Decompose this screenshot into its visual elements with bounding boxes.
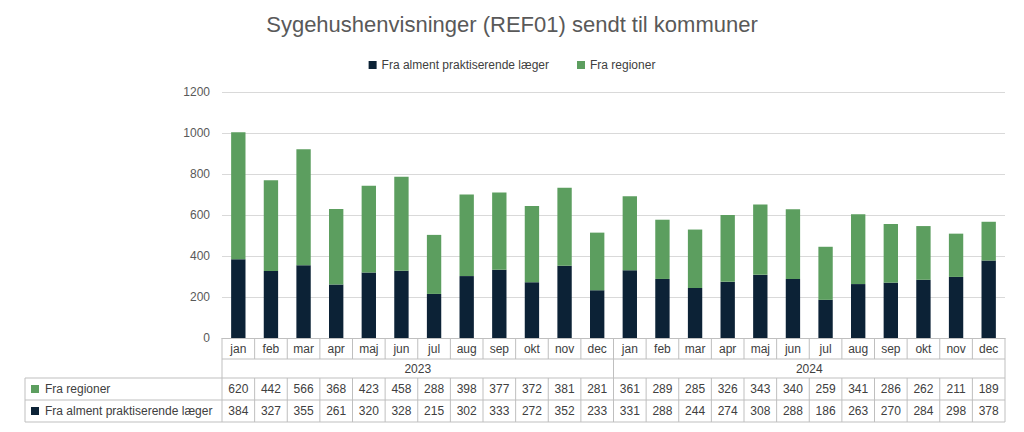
svg-text:jan: jan — [621, 342, 638, 356]
svg-text:368: 368 — [326, 382, 346, 396]
svg-text:274: 274 — [718, 404, 738, 418]
svg-text:maj: maj — [751, 342, 770, 356]
svg-text:200: 200 — [190, 290, 210, 304]
svg-text:288: 288 — [783, 404, 803, 418]
svg-text:dec: dec — [979, 342, 998, 356]
svg-text:261: 261 — [326, 404, 346, 418]
svg-text:jun: jun — [784, 342, 801, 356]
svg-text:341: 341 — [848, 382, 868, 396]
svg-text:aug: aug — [457, 342, 477, 356]
svg-text:feb: feb — [654, 342, 671, 356]
svg-text:284: 284 — [913, 404, 933, 418]
svg-text:Fra alment praktiserende læger: Fra alment praktiserende læger — [382, 58, 549, 72]
svg-text:sep: sep — [490, 342, 510, 356]
svg-text:326: 326 — [718, 382, 738, 396]
svg-text:377: 377 — [489, 382, 509, 396]
svg-text:361: 361 — [620, 382, 640, 396]
svg-text:398: 398 — [457, 382, 477, 396]
svg-text:Fra regioner: Fra regioner — [590, 58, 655, 72]
svg-text:apr: apr — [328, 342, 345, 356]
svg-text:270: 270 — [881, 404, 901, 418]
svg-text:289: 289 — [652, 382, 672, 396]
svg-text:298: 298 — [946, 404, 966, 418]
svg-text:281: 281 — [587, 382, 607, 396]
svg-text:dec: dec — [588, 342, 607, 356]
svg-text:259: 259 — [816, 382, 836, 396]
svg-text:381: 381 — [555, 382, 575, 396]
svg-text:okt: okt — [915, 342, 932, 356]
svg-text:286: 286 — [881, 382, 901, 396]
svg-text:aug: aug — [848, 342, 868, 356]
svg-text:331: 331 — [620, 404, 640, 418]
svg-text:328: 328 — [391, 404, 411, 418]
svg-text:263: 263 — [848, 404, 868, 418]
svg-text:800: 800 — [190, 167, 210, 181]
svg-text:600: 600 — [190, 208, 210, 222]
svg-text:nov: nov — [946, 342, 965, 356]
svg-text:186: 186 — [816, 404, 836, 418]
svg-text:nov: nov — [555, 342, 574, 356]
svg-text:288: 288 — [424, 382, 444, 396]
svg-text:maj: maj — [359, 342, 378, 356]
svg-text:Fra regioner: Fra regioner — [45, 382, 110, 396]
svg-text:340: 340 — [783, 382, 803, 396]
svg-text:sep: sep — [881, 342, 901, 356]
svg-text:327: 327 — [261, 404, 281, 418]
svg-text:mar: mar — [293, 342, 314, 356]
svg-text:Fra alment praktiserende læger: Fra alment praktiserende læger — [45, 404, 212, 418]
svg-text:Sygehushenvisninger (REF01) se: Sygehushenvisninger (REF01) sendt til ko… — [266, 12, 758, 37]
svg-text:2023: 2023 — [404, 362, 431, 376]
svg-text:215: 215 — [424, 404, 444, 418]
svg-text:233: 233 — [587, 404, 607, 418]
svg-text:feb: feb — [263, 342, 280, 356]
svg-text:355: 355 — [294, 404, 314, 418]
svg-text:272: 272 — [522, 404, 542, 418]
svg-text:288: 288 — [652, 404, 672, 418]
svg-text:262: 262 — [913, 382, 933, 396]
svg-text:384: 384 — [228, 404, 248, 418]
svg-text:343: 343 — [750, 382, 770, 396]
svg-text:372: 372 — [522, 382, 542, 396]
svg-text:jul: jul — [819, 342, 832, 356]
svg-text:320: 320 — [359, 404, 379, 418]
svg-text:jun: jun — [392, 342, 409, 356]
svg-text:308: 308 — [750, 404, 770, 418]
svg-text:apr: apr — [719, 342, 736, 356]
svg-text:400: 400 — [190, 249, 210, 263]
svg-text:285: 285 — [685, 382, 705, 396]
svg-text:jan: jan — [229, 342, 246, 356]
svg-text:620: 620 — [228, 382, 248, 396]
svg-text:1200: 1200 — [183, 85, 210, 99]
svg-text:189: 189 — [979, 382, 999, 396]
svg-text:2024: 2024 — [796, 362, 823, 376]
svg-text:566: 566 — [294, 382, 314, 396]
svg-text:352: 352 — [555, 404, 575, 418]
svg-text:244: 244 — [685, 404, 705, 418]
svg-text:458: 458 — [391, 382, 411, 396]
svg-text:211: 211 — [946, 382, 965, 396]
svg-text:302: 302 — [457, 404, 477, 418]
svg-text:mar: mar — [685, 342, 706, 356]
svg-text:1000: 1000 — [183, 126, 210, 140]
svg-text:0: 0 — [203, 331, 210, 345]
svg-text:okt: okt — [524, 342, 541, 356]
svg-text:333: 333 — [489, 404, 509, 418]
svg-text:423: 423 — [359, 382, 379, 396]
svg-text:442: 442 — [261, 382, 281, 396]
svg-text:jul: jul — [427, 342, 440, 356]
svg-text:378: 378 — [979, 404, 999, 418]
